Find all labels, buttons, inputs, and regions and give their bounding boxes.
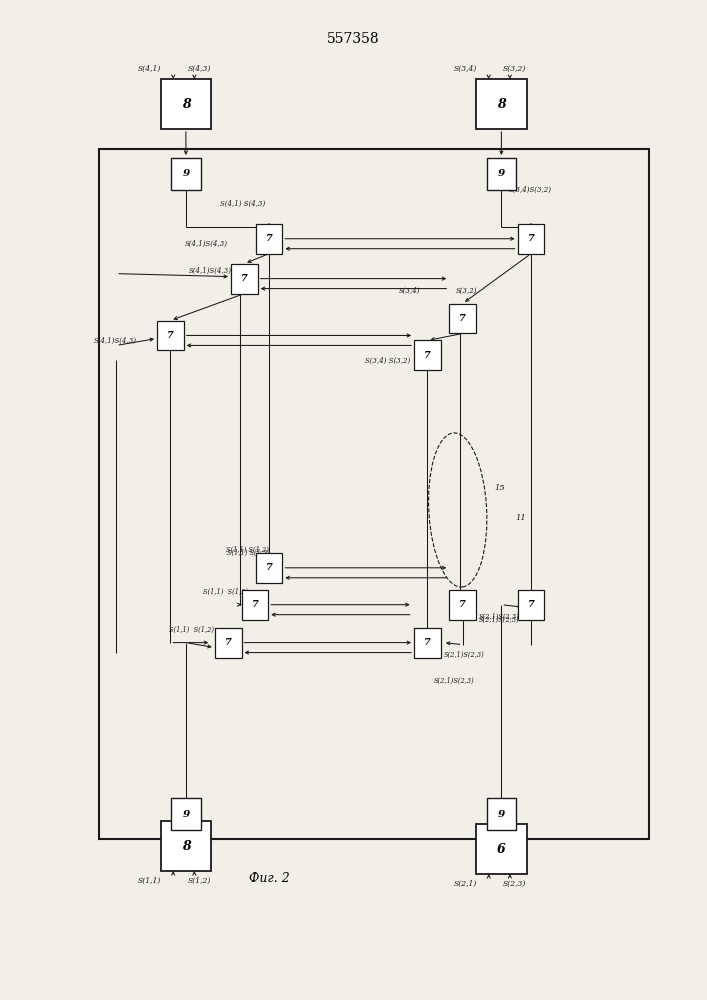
Text: 7: 7 [424, 351, 431, 360]
Text: S(2,1)S(2,3): S(2,1)S(2,3) [443, 651, 484, 659]
Text: S(2,3): S(2,3) [503, 880, 526, 888]
FancyBboxPatch shape [157, 320, 184, 350]
Text: 7: 7 [167, 331, 174, 340]
FancyBboxPatch shape [256, 553, 282, 583]
FancyBboxPatch shape [486, 158, 516, 190]
Text: S(3,4)S(3,2): S(3,4)S(3,2) [508, 186, 551, 194]
FancyBboxPatch shape [486, 798, 516, 830]
FancyBboxPatch shape [476, 79, 527, 129]
Text: S(2,1)S(2,3): S(2,1)S(2,3) [479, 616, 520, 624]
Text: 7: 7 [527, 600, 534, 609]
Text: 11: 11 [515, 514, 526, 522]
FancyBboxPatch shape [215, 628, 242, 658]
Text: S(4,1) S(4,3): S(4,1) S(4,3) [220, 200, 265, 208]
Text: Фиг. 2: Фиг. 2 [249, 872, 289, 885]
Text: 7: 7 [527, 234, 534, 243]
Text: S(1,2): S(1,2) [187, 877, 211, 885]
Text: 557358: 557358 [327, 32, 380, 46]
Text: 7: 7 [266, 234, 272, 243]
FancyBboxPatch shape [242, 590, 268, 620]
FancyBboxPatch shape [414, 340, 441, 370]
Text: S(4,1)S(4,3): S(4,1)S(4,3) [93, 336, 136, 344]
Text: 7: 7 [460, 600, 466, 609]
FancyBboxPatch shape [171, 798, 201, 830]
FancyBboxPatch shape [160, 821, 211, 871]
Text: S(1,1) S(1,2): S(1,1) S(1,2) [228, 549, 270, 557]
FancyBboxPatch shape [231, 264, 258, 294]
Text: S(4,1)S(4,3): S(4,1)S(4,3) [185, 240, 228, 248]
Text: 9: 9 [182, 810, 189, 819]
FancyBboxPatch shape [414, 628, 441, 658]
Text: 9: 9 [498, 169, 505, 178]
Text: S(1,1)  S(1,2): S(1,1) S(1,2) [169, 626, 214, 634]
Text: S(2,1): S(2,1) [453, 880, 477, 888]
Text: 7: 7 [424, 638, 431, 647]
Text: 7: 7 [241, 274, 247, 283]
Text: 8: 8 [182, 98, 190, 111]
FancyBboxPatch shape [449, 590, 476, 620]
FancyBboxPatch shape [518, 590, 544, 620]
Text: S(3,4): S(3,4) [453, 65, 477, 73]
FancyBboxPatch shape [476, 824, 527, 874]
Text: S(4,3): S(4,3) [187, 65, 211, 73]
Text: S(4,1): S(4,1) [138, 65, 161, 73]
Text: S(1,1): S(1,1) [138, 877, 161, 885]
Text: 8: 8 [497, 98, 506, 111]
FancyBboxPatch shape [160, 79, 211, 129]
Text: 7: 7 [266, 563, 272, 572]
Text: 9: 9 [498, 810, 505, 819]
FancyBboxPatch shape [256, 224, 282, 254]
FancyBboxPatch shape [518, 224, 544, 254]
FancyBboxPatch shape [171, 158, 201, 190]
Text: 7: 7 [252, 600, 258, 609]
Text: S(3,2): S(3,2) [455, 287, 477, 295]
Text: S(1,1) S(1,2): S(1,1) S(1,2) [226, 546, 269, 554]
Text: S(4,1)S(4,3): S(4,1)S(4,3) [189, 267, 232, 275]
Text: S(3,2): S(3,2) [503, 65, 526, 73]
Text: S(1,1)  S(1,2): S(1,1) S(1,2) [203, 588, 247, 596]
Text: 9: 9 [182, 169, 189, 178]
Text: S(2,1)S(2,3): S(2,1)S(2,3) [434, 676, 474, 684]
Text: S(3,4) S(3,2): S(3,4) S(3,2) [365, 356, 410, 364]
FancyBboxPatch shape [449, 304, 476, 333]
Text: 15: 15 [494, 484, 505, 492]
Text: 6: 6 [497, 843, 506, 856]
Text: 7: 7 [225, 638, 231, 647]
Text: 7: 7 [460, 314, 466, 323]
Text: S(2,1)S(2,3): S(2,1)S(2,3) [479, 613, 520, 621]
Text: S(3,4): S(3,4) [399, 287, 421, 295]
Text: 8: 8 [182, 840, 190, 853]
